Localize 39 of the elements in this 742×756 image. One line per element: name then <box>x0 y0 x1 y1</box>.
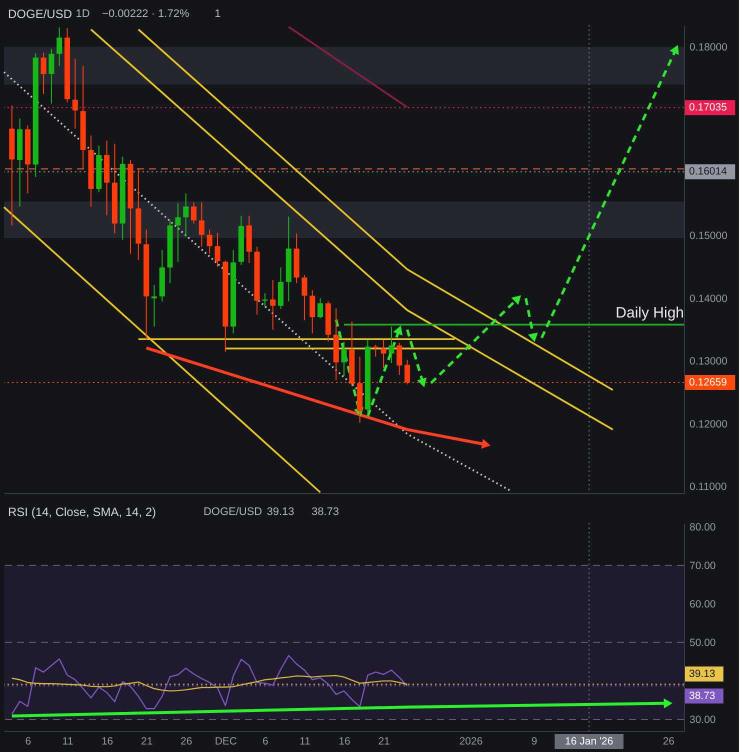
chart-title: RSI (14, Close, SMA, 14, 2) <box>8 505 156 519</box>
text: 39.13 <box>266 506 294 518</box>
ref-line-label: 0.17035 <box>689 102 728 114</box>
series-label: Daily High <box>616 304 684 322</box>
y-tick-label: 0.12000 <box>690 418 728 430</box>
y-tick-label: 0.14000 <box>690 292 728 305</box>
chart-title: DOGE/USD <box>8 7 72 21</box>
y-tick-label: 0.18000 <box>690 41 728 54</box>
x-tick-label: 11 <box>300 736 311 748</box>
x-tick-label: 6 <box>262 736 269 748</box>
x-tick-label: 2026 <box>459 736 483 748</box>
ref-line-label: 38.73 <box>689 690 716 702</box>
y-tick-label: 0.13000 <box>690 356 728 368</box>
text: 38.73 <box>312 506 340 518</box>
ref-line-label: 39.13 <box>689 668 716 680</box>
y-tick-label: 0.11000 <box>690 481 727 494</box>
x-tick-label: 21 <box>378 736 390 748</box>
y-tick-label: 0.15000 <box>690 230 728 242</box>
x-tick-label: 11 <box>62 736 74 748</box>
x-tick-label: DEC <box>214 736 238 748</box>
x-tick-label: 16 <box>101 736 114 748</box>
x-tick-label: 26 <box>180 736 192 748</box>
y-tick-label: 70.00 <box>690 560 716 572</box>
x-tick-label: 6 <box>25 736 32 748</box>
x-tick-label: 26 <box>662 736 675 748</box>
x-tick-label: 16 <box>338 736 350 748</box>
y-tick-label: 60.00 <box>690 598 716 610</box>
ref-line-label: 0.12659 <box>689 376 728 388</box>
x-tick-label: 9 <box>531 736 538 748</box>
x-tick-label: 21 <box>140 736 153 748</box>
text: −0.00222 · 1.72% <box>102 8 190 20</box>
ref-line-label: 0.16014 <box>689 166 728 178</box>
y-tick-label: 50.00 <box>690 636 716 649</box>
chart-subtitle: DOGE/USD <box>203 506 262 518</box>
text: 1 <box>214 8 221 20</box>
text: 1D <box>76 8 90 20</box>
y-tick-label: 30.00 <box>690 714 716 726</box>
ref-line-label: 16 Jan '26 <box>565 736 614 748</box>
y-tick-label: 80.00 <box>690 521 716 534</box>
